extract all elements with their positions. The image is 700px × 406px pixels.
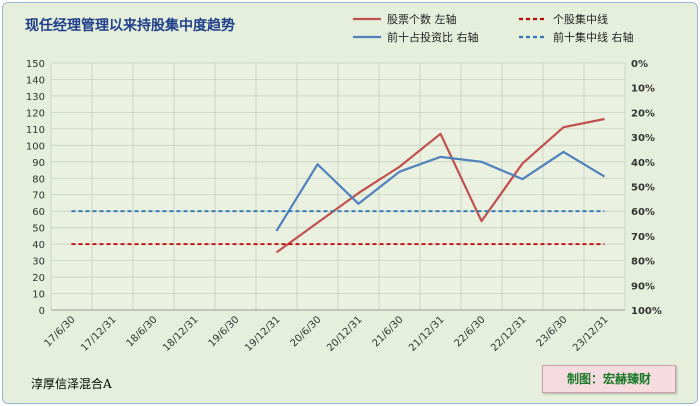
x-axis-tick-label: 19/6/30 [207, 314, 242, 349]
x-axis-tick-label: 21/12/31 [407, 314, 447, 354]
legend-label: 个股集中线 [553, 12, 608, 26]
left-axis-tick-label: 130 [26, 92, 45, 103]
x-axis-tick-label: 18/6/30 [125, 314, 160, 349]
left-axis-tick-label: 50 [32, 224, 45, 235]
legend-label: 股票个数 左轴 [387, 12, 457, 26]
left-axis-tick-label: 0 [39, 306, 45, 317]
left-axis-tick-label: 20 [32, 273, 45, 284]
left-axis-tick-label: 120 [26, 108, 45, 119]
x-axis-tick-label: 20/12/31 [325, 314, 365, 354]
credit-badge: 制图：宏赫臻财 [542, 365, 676, 393]
x-axis-tick-label: 21/6/30 [371, 314, 406, 349]
left-axis-tick-label: 30 [32, 257, 45, 268]
right-axis-tick-label: 90% [631, 281, 655, 292]
series-line [275, 150, 606, 232]
right-axis-tick-label: 40% [631, 158, 655, 169]
x-axis-tick-label: 22/6/30 [453, 314, 488, 349]
right-axis-tick-label: 100% [631, 306, 662, 317]
left-axis-tick-label: 110 [26, 125, 45, 136]
left-axis-tick-label: 90 [32, 158, 45, 169]
right-axis-tick-label: 10% [631, 84, 655, 95]
right-axis-tick-label: 60% [631, 207, 655, 218]
right-axis-tick-label: 70% [631, 232, 655, 243]
x-axis-tick-label: 23/12/31 [571, 314, 611, 354]
left-axis-tick-label: 140 [26, 75, 45, 86]
x-axis-tick-label: 22/12/31 [489, 314, 529, 354]
left-axis-tick-label: 100 [26, 141, 45, 152]
right-axis-tick-label: 20% [631, 108, 655, 119]
x-axis-tick-label: 19/12/31 [243, 314, 283, 354]
series-layer [71, 117, 606, 254]
x-axis-tick-label: 20/6/30 [289, 314, 324, 349]
x-axis-tick-label: 17/12/31 [79, 314, 119, 354]
right-axis-tick-label: 80% [631, 257, 655, 268]
x-axis-tick-label: 23/6/30 [535, 314, 570, 349]
legend-label: 前十占投资比 右轴 [387, 30, 479, 44]
fund-name: 淳厚信泽混合A [31, 377, 112, 391]
chart-canvas: 0 10 20 30 40 50 60 70 80 90 100 110 120 130 140 150 0% 1… [26, 12, 662, 354]
left-axis-tick-label: 10 [32, 290, 45, 301]
x-axis-tick-label: 17/6/30 [43, 314, 78, 349]
series-line [275, 117, 605, 254]
left-axis-tick-label: 150 [26, 59, 45, 70]
left-axis-tick-label: 80 [32, 174, 45, 185]
left-axis-tick-label: 70 [32, 191, 45, 202]
right-axis-tick-label: 30% [631, 133, 655, 144]
right-axis-tick-label: 0% [631, 59, 648, 70]
grid-layer [50, 62, 626, 311]
right-axis-tick-label: 50% [631, 183, 655, 194]
legend-label: 前十集中线 右轴 [553, 30, 634, 44]
chart-title: 现任经理管理以来持股集中度趋势 [25, 18, 235, 34]
left-axis-tick-label: 60 [32, 207, 45, 218]
x-axis-tick-label: 18/12/31 [161, 314, 201, 354]
left-axis-tick-label: 40 [32, 240, 45, 251]
